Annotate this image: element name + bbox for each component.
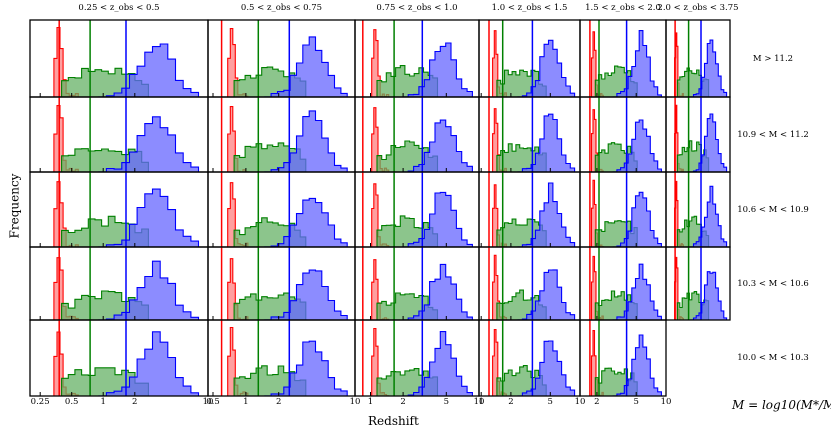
x-tick-label-2-1: 2: [400, 397, 406, 407]
panel-1-3: [478, 96, 581, 173]
panel-0-5: [665, 19, 731, 98]
panel-3-5: [665, 246, 731, 321]
x-tick-label-4-1: 5: [633, 397, 639, 407]
x-tick-label-3-0: 1: [478, 397, 484, 407]
blue-histogram-4-2: [392, 331, 478, 396]
panel-0-3: [478, 19, 581, 98]
blue-histogram-3-0: [83, 260, 207, 320]
blue-histogram-4-1: [252, 340, 354, 396]
blue-histogram-1-0: [83, 116, 207, 172]
blue-histogram-1-4: [605, 119, 666, 172]
blue-histogram-0-3: [509, 39, 579, 97]
panel-4-0: [29, 319, 209, 397]
x-tick-label-1-2: 2: [275, 397, 282, 407]
blue-histogram-4-0: [83, 331, 207, 396]
panel-0-4: [579, 19, 667, 98]
blue-histogram-3-2: [392, 263, 478, 320]
x-tick-label-2-2: 5: [443, 397, 450, 407]
panel-1-5: [665, 96, 731, 173]
blue-histogram-0-0: [83, 43, 207, 97]
panel-3-4: [579, 246, 667, 321]
x-tick-label-0-0: 0.25: [30, 397, 50, 407]
panel-2-5: [665, 171, 731, 248]
panel-2-0: [29, 171, 209, 248]
x-tick-label-4-2: 10: [660, 397, 672, 407]
x-tick-label-1-1: 1: [243, 397, 249, 407]
blue-histogram-2-3: [509, 182, 579, 247]
panel-3-1: [207, 246, 356, 321]
blue-histogram-0-4: [605, 30, 666, 97]
panel-0-2: [354, 19, 480, 98]
panel-0-0: [29, 19, 209, 98]
row-label-4: 10.0 < M < 10.3: [737, 353, 809, 363]
panel-0-1: [207, 19, 356, 98]
x-tick-label-0-1: 0.5: [64, 397, 79, 407]
blue-histogram-1-3: [509, 113, 579, 172]
panel-1-2: [354, 96, 480, 173]
column-title-4: 1.5 < z_obs < 2.0: [585, 3, 661, 13]
x-tick-label-0-3: 2: [132, 397, 138, 407]
column-title-2: 0.75 < z_obs < 1.0: [376, 3, 458, 13]
blue-histogram-2-1: [252, 197, 354, 247]
blue-histogram-2-4: [605, 191, 666, 247]
panel-4-2: [354, 319, 480, 397]
blue-histogram-0-1: [252, 36, 354, 97]
panel-3-0: [29, 246, 209, 321]
blue-histogram-3-1: [252, 269, 354, 320]
x-tick-label-2-0: 1: [367, 397, 374, 407]
x-tick-label-2-3: 10: [473, 397, 485, 407]
column-title-5: 2.0 < z_obs < 3.75: [657, 3, 739, 13]
panel-frame-4-4: [579, 319, 667, 397]
blue-histogram-1-5: [685, 113, 730, 172]
blue-histogram-3-5: [685, 271, 730, 320]
blue-histogram-4-4: [605, 334, 666, 396]
blue-histogram-2-2: [392, 191, 478, 247]
panel-4-3: [478, 319, 581, 397]
panel-2-4: [579, 171, 667, 248]
blue-histogram-0-5: [685, 39, 730, 97]
x-tick-label-3-2: 5: [547, 397, 553, 407]
x-tick-label-1-3: 10: [349, 397, 361, 407]
mass-definition: M = log10(M*/M☉): [732, 398, 831, 412]
row-label-1: 10.9 < M < 11.2: [737, 129, 809, 140]
column-title-0: 0.25 < z_obs < 0.5: [78, 3, 160, 13]
row-label-0: M > 11.2: [752, 53, 794, 64]
y-axis-title: Frequency: [7, 173, 22, 239]
panel-1-4: [579, 96, 667, 173]
x-tick-label-3-1: 2: [508, 397, 514, 407]
panel-2-3: [478, 171, 581, 248]
row-label-3: 10.3 < M < 10.6: [737, 278, 809, 289]
panel-2-2: [354, 171, 480, 248]
x-tick-label-1-0: 0.5: [206, 397, 220, 407]
column-title-1: 0.5 < z_obs < 0.75: [240, 3, 323, 13]
x-tick-label-3-3: 10: [574, 397, 586, 407]
blue-histogram-3-4: [605, 263, 666, 320]
blue-histogram-3-3: [509, 269, 579, 320]
panel-4-1: [207, 319, 356, 397]
panel-4-4: [579, 319, 667, 397]
panel-1-0: [29, 96, 209, 173]
x-axis-title: Redshift: [368, 414, 419, 428]
panel-3-3: [478, 246, 581, 321]
blue-histogram-2-5: [685, 185, 730, 247]
blue-histogram-0-2: [392, 42, 478, 97]
x-tick-label-0-4: 10: [202, 397, 214, 407]
panel-2-1: [207, 171, 356, 248]
x-tick-label-4-0: 2: [594, 397, 600, 407]
blue-histogram-1-2: [392, 119, 478, 172]
blue-histogram-4-3: [509, 340, 579, 396]
row-label-2: 10.6 < M < 10.9: [737, 204, 809, 215]
blue-histogram-2-0: [83, 188, 207, 247]
panel-3-2: [354, 246, 480, 321]
x-tick-label-0-2: 1: [100, 397, 106, 407]
column-title-3: 1.0 < z_obs < 1.5: [491, 3, 568, 13]
panel-frame-3-5: [665, 246, 731, 321]
panel-1-1: [207, 96, 356, 173]
blue-histogram-1-1: [252, 110, 354, 172]
